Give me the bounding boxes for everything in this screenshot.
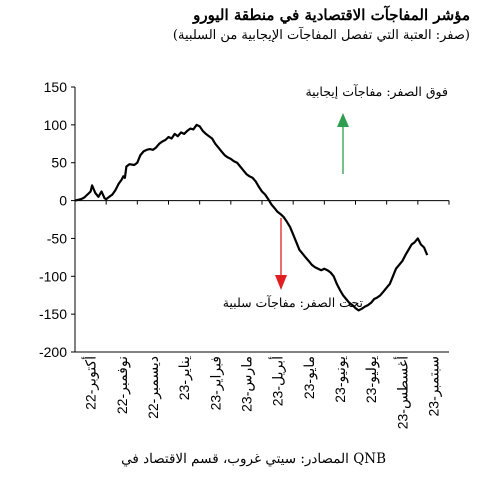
negative-annotation: تحت الصفر: مفاجآت سلبية — [223, 294, 364, 311]
x-tick-label: نوفمبر-22 — [114, 356, 131, 414]
y-tick-label: 0 — [59, 193, 67, 209]
x-tick-label: يناير-23 — [176, 356, 193, 400]
x-tick-label: مارس-23 — [238, 356, 255, 412]
x-tick-label: مايو-23 — [301, 356, 318, 399]
y-tick-label: -50 — [47, 230, 67, 246]
x-tick-label: أكتوبر-22 — [82, 356, 100, 410]
y-tick-label: 150 — [44, 79, 68, 95]
x-tick-label: يوليو-23 — [363, 356, 380, 403]
series-line — [74, 123, 429, 312]
x-tick-label: أبريل-23 — [269, 356, 287, 406]
x-tick-label: يونيو-23 — [332, 356, 349, 403]
up-arrow-icon — [337, 113, 349, 174]
x-tick-label: فبراير-23 — [207, 356, 224, 410]
positive-annotation: فوق الصفر: مفاجآت إيجابية — [305, 83, 448, 100]
y-tick-label: 100 — [44, 117, 68, 133]
y-tick-label: -100 — [39, 268, 67, 284]
chart-source: المصادر: سيتي غروب، قسم الاقتصاد في QNB — [121, 451, 386, 467]
y-tick-label: -200 — [39, 344, 67, 360]
y-tick-label: 50 — [51, 155, 67, 171]
x-tick-label: ديسمبر-22 — [145, 356, 162, 419]
y-tick-label: -150 — [39, 306, 67, 322]
x-tick-label: سبتمبر-23 — [425, 356, 442, 416]
chart-subtitle: (صفر: العتبة التي تفصل المفاجآت الإيجابي… — [172, 28, 470, 43]
down-arrow-icon — [275, 218, 287, 290]
chart-title: مؤشر المفاجآت الاقتصادية في منطقة اليورو — [193, 6, 470, 24]
x-tick-label: أغسطس-23 — [393, 356, 411, 429]
